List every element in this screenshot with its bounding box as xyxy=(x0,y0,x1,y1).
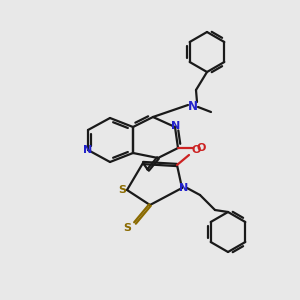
Text: S: S xyxy=(123,223,131,233)
Text: O: O xyxy=(196,143,206,153)
Text: S: S xyxy=(118,185,126,195)
Text: N: N xyxy=(188,100,198,112)
Text: N: N xyxy=(83,145,93,155)
Text: N: N xyxy=(171,121,181,131)
Text: O: O xyxy=(191,145,201,155)
Text: N: N xyxy=(179,183,189,193)
